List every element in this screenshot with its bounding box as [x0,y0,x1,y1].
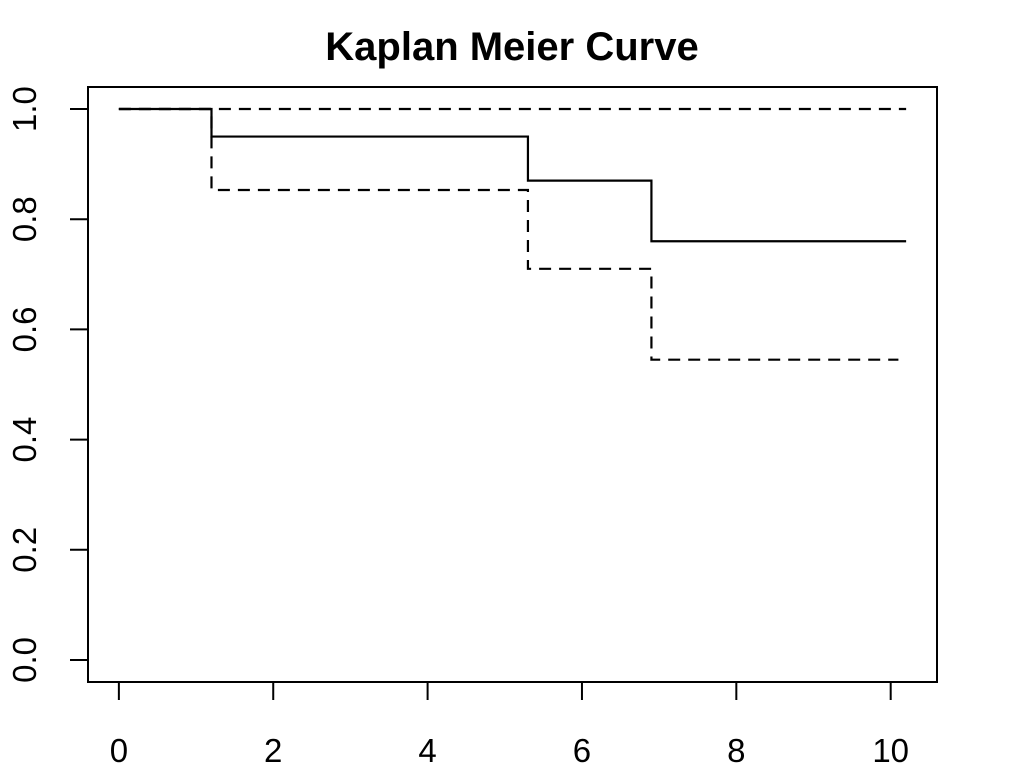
x-tick-label: 4 [418,732,436,769]
plot-frame [87,86,938,683]
y-tick-label: 0.6 [6,306,43,352]
series-layer [118,107,907,361]
y-tick-label: 0.0 [6,637,43,683]
y-tick-label: 0.4 [6,417,43,463]
y-tick-label: 0.8 [6,196,43,242]
y-tick-label: 0.2 [6,527,43,573]
chart-title: Kaplan Meier Curve [325,25,698,69]
x-tick-label: 8 [727,732,745,769]
y-axis: 0.0 0.2 0.4 0.6 0.8 1.0 [6,86,89,683]
confidence-band-line [118,107,899,361]
y-tick-label: 1.0 [6,86,43,132]
x-tick-label: 10 [872,732,909,769]
x-tick-label: 0 [110,732,128,769]
x-axis: 0 2 4 6 8 10 [110,681,909,769]
survival-curve-line [118,107,907,243]
x-tick-label: 6 [573,732,591,769]
x-tick-label: 2 [264,732,282,769]
